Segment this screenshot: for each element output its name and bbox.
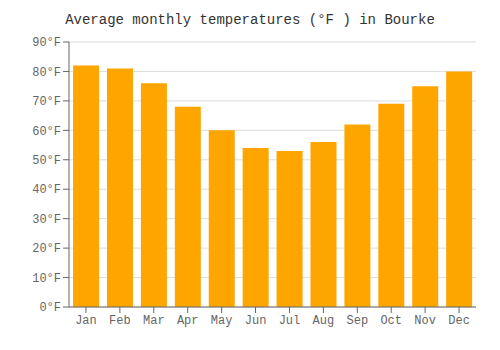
svg-text:Dec: Dec xyxy=(448,314,470,328)
svg-text:40°F: 40°F xyxy=(32,183,61,197)
svg-text:Apr: Apr xyxy=(177,314,199,328)
svg-text:Jul: Jul xyxy=(279,314,301,328)
svg-text:80°F: 80°F xyxy=(32,66,61,80)
svg-text:Jun: Jun xyxy=(245,314,267,328)
svg-text:Sep: Sep xyxy=(346,314,368,328)
svg-text:60°F: 60°F xyxy=(32,125,61,139)
svg-text:Oct: Oct xyxy=(380,314,402,328)
svg-text:Aug: Aug xyxy=(313,314,335,328)
svg-text:Feb: Feb xyxy=(109,314,131,328)
svg-text:Nov: Nov xyxy=(414,314,436,328)
svg-text:50°F: 50°F xyxy=(32,154,61,168)
svg-text:20°F: 20°F xyxy=(32,242,61,256)
svg-text:May: May xyxy=(211,314,233,328)
svg-text:0°F: 0°F xyxy=(39,301,61,315)
html-text:Average monthly temperatures (: Average monthly temperatures (°F ) in Bo… xyxy=(65,12,435,28)
svg-text:Jan: Jan xyxy=(75,314,97,328)
svg-text:Mar: Mar xyxy=(143,314,165,328)
svg-text:10°F: 10°F xyxy=(32,272,61,286)
svg-text:70°F: 70°F xyxy=(32,95,61,109)
svg-text:90°F: 90°F xyxy=(32,36,61,50)
svg-text:30°F: 30°F xyxy=(32,213,61,227)
